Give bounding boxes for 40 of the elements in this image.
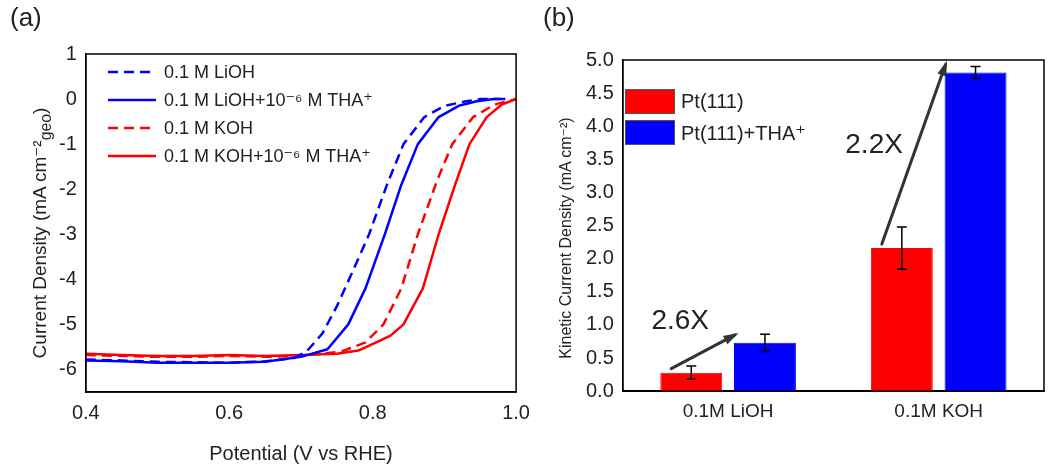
bar	[734, 342, 796, 392]
y-tick-label: 1	[65, 41, 77, 64]
legend-label: Pt(111)	[681, 90, 744, 113]
y-tick-label: 1.5	[585, 279, 614, 302]
x-tick-label: 0.6	[215, 400, 244, 423]
annotation: 2.2X	[845, 128, 904, 160]
x-tick-label: 0.1M KOH	[894, 399, 984, 421]
annotation: 2.6X	[651, 304, 710, 336]
chart-title: (b)	[543, 2, 575, 33]
y-axis-title: Kinetic Current Density (mA cm⁻²)	[555, 117, 575, 359]
legend-label: Pt(111)+THA⁺	[681, 120, 806, 145]
y-tick-label: 5.0	[585, 47, 614, 70]
legend-label: 0.1 M KOH+10⁻⁶ M THA⁺	[164, 145, 371, 167]
y-tick-label: 0	[65, 86, 77, 109]
y-tick-label: 4.0	[585, 113, 614, 136]
legend-label: 0.1 M KOH	[164, 117, 254, 139]
y-tick-label: 4.5	[585, 80, 614, 103]
y-tick-label: 2.0	[585, 246, 614, 269]
x-tick-label: 0.8	[358, 400, 387, 423]
x-axis-title: Potential (V vs RHE)	[209, 441, 393, 464]
y-tick-label: -5	[58, 311, 77, 334]
y-tick-label: -6	[58, 356, 77, 379]
y-tick-label: -1	[58, 131, 77, 154]
y-tick-label: -3	[58, 221, 77, 244]
legend-label: 0.1 M LiOH	[164, 61, 256, 83]
x-tick-label: 1.0	[502, 400, 530, 423]
x-tick-label: 0.4	[71, 400, 100, 423]
x-tick-label: 0.1M LiOH	[682, 399, 774, 421]
bar	[944, 72, 1007, 392]
y-tick-label: 3.0	[585, 180, 614, 202]
y-tick-label: 3.5	[585, 146, 614, 169]
chart-title: (a)	[10, 2, 42, 33]
y-tick-label: 2.5	[585, 213, 614, 236]
legend-label: 0.1 M LiOH+10⁻⁶ M THA⁺	[164, 89, 373, 111]
y-tick-label: -4	[58, 266, 77, 289]
y-tick-label: 1.0	[585, 312, 614, 335]
y-tick-label: -2	[58, 176, 77, 199]
y-tick-label: 0.5	[585, 345, 614, 368]
bar	[870, 248, 933, 392]
y-tick-label: 0.0	[585, 378, 614, 401]
